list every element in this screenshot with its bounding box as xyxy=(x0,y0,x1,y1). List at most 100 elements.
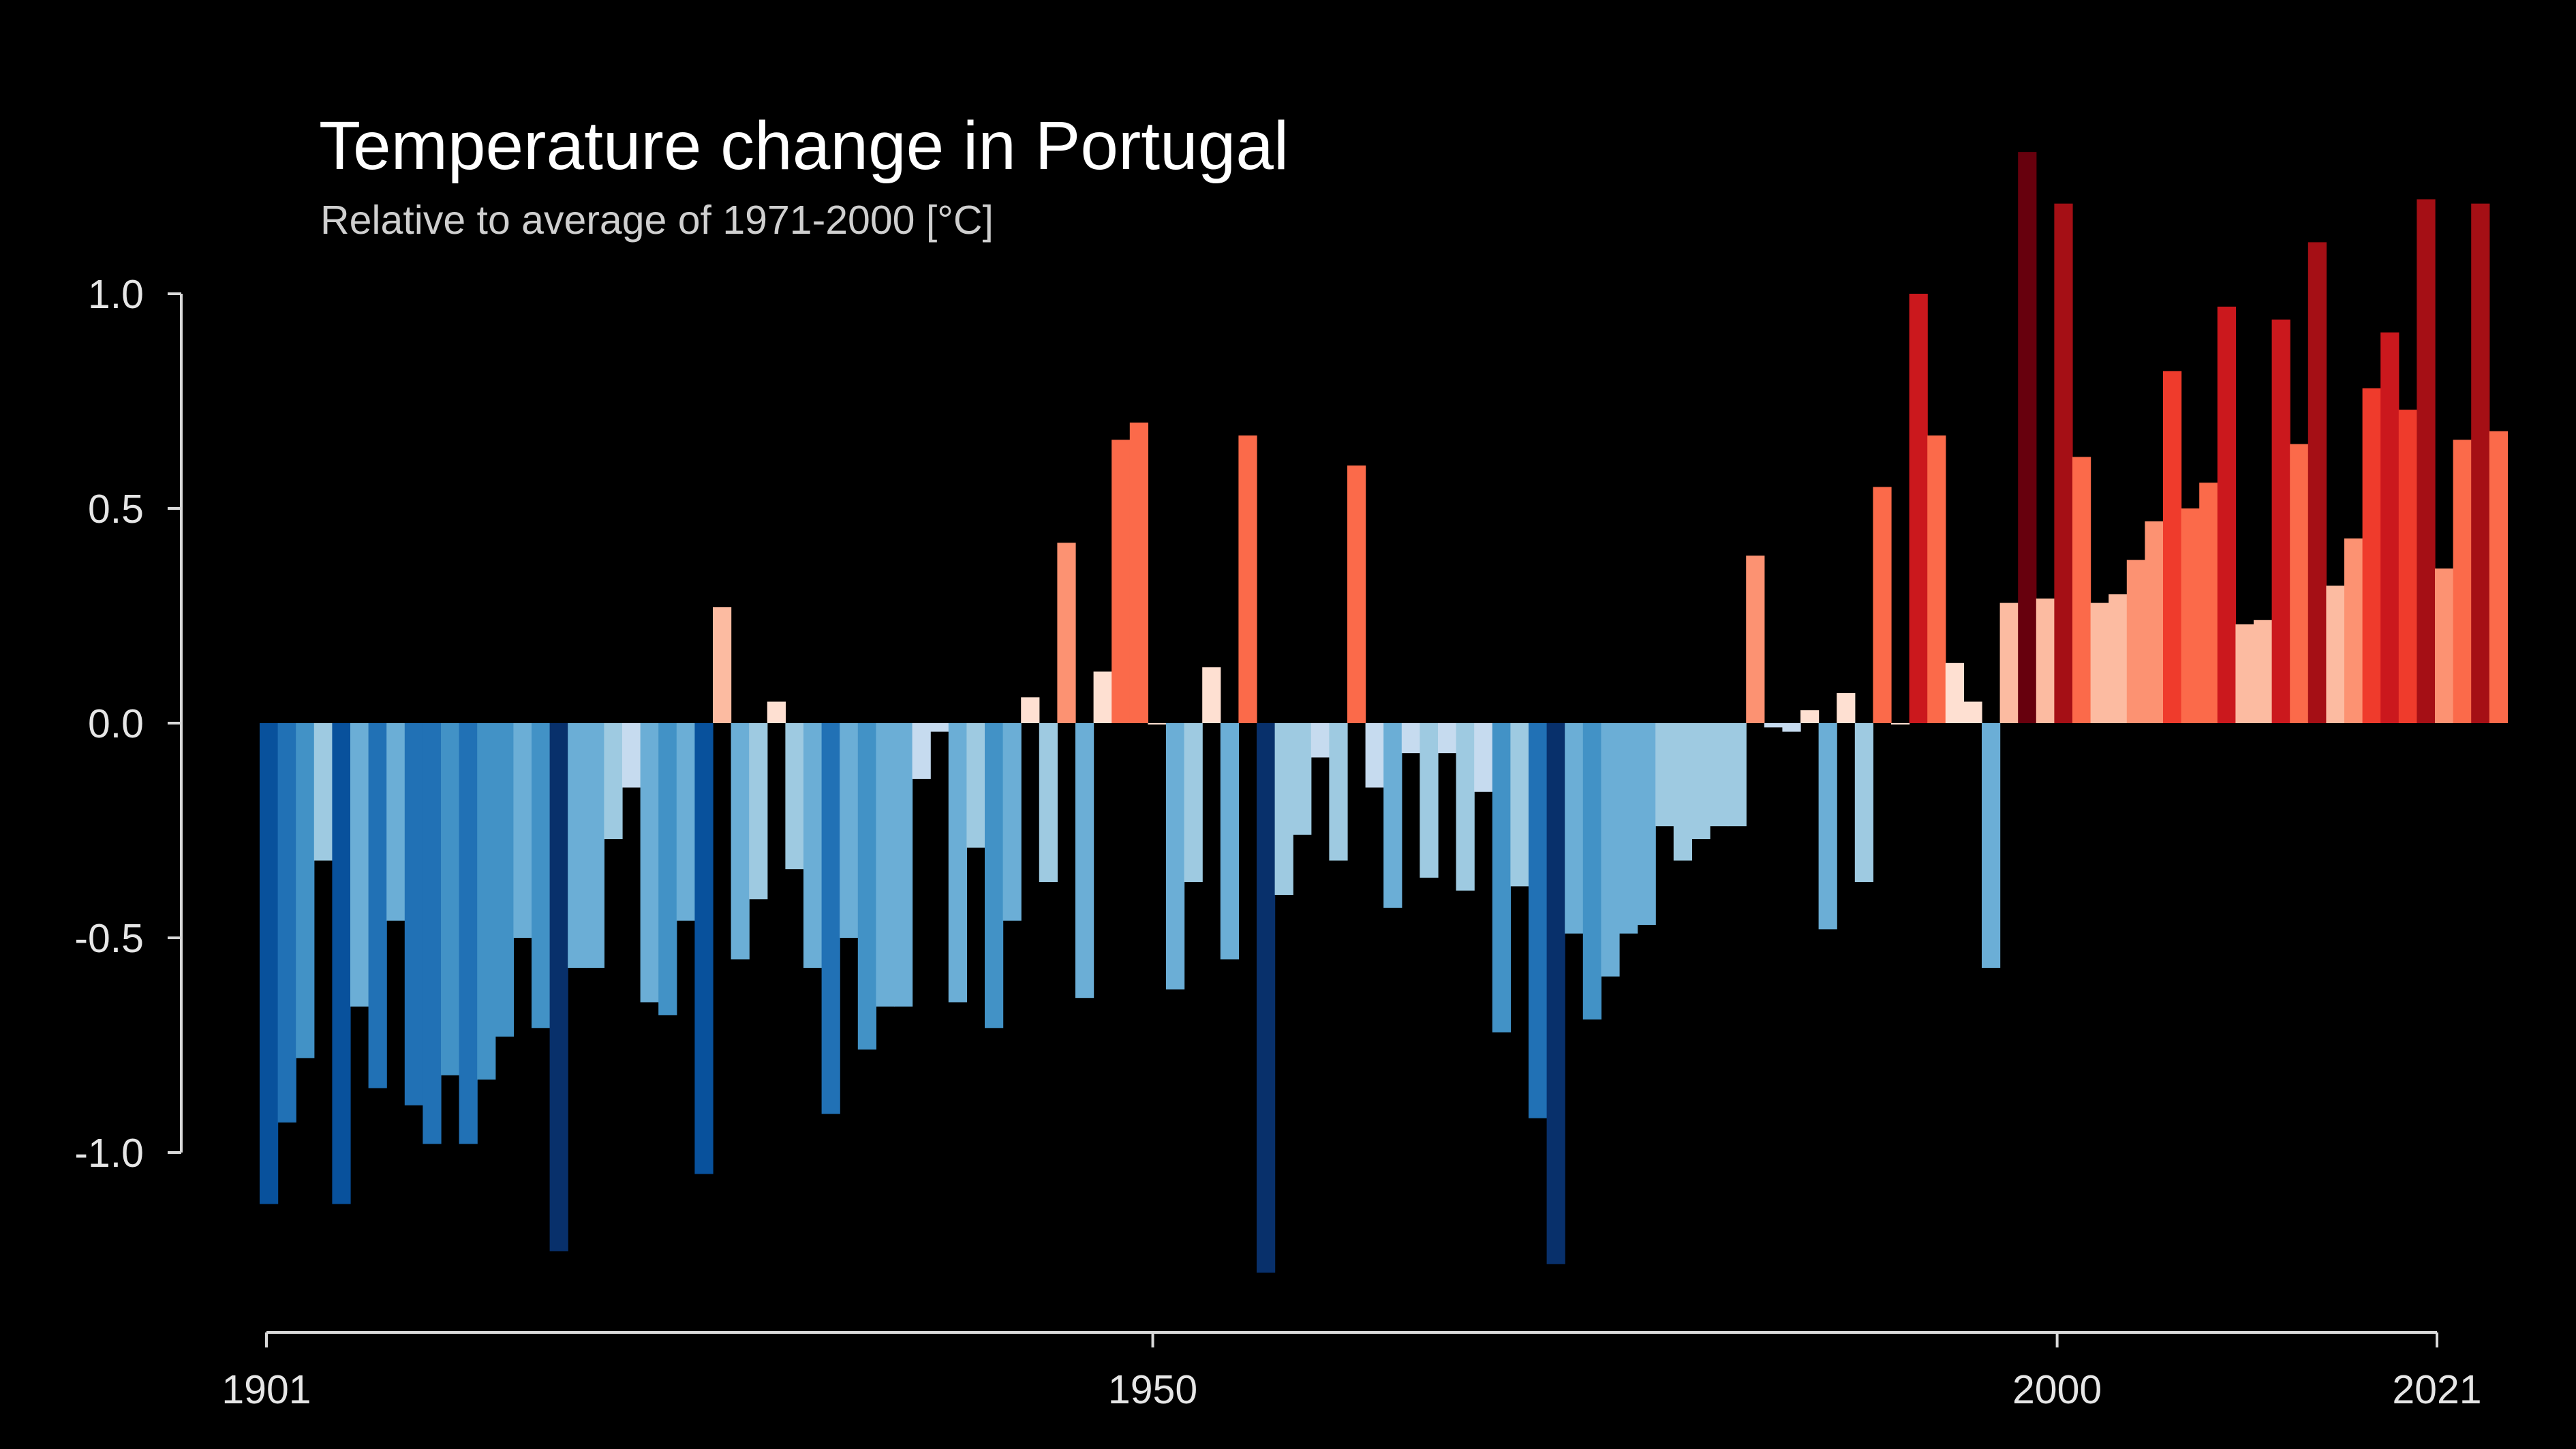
bar-1922 xyxy=(640,723,659,1003)
bar-1980 xyxy=(1691,723,1711,840)
bar-1958 xyxy=(1293,723,1312,835)
bar-1988 xyxy=(1837,692,1856,723)
bar-1920 xyxy=(604,723,623,840)
bar-1939 xyxy=(948,723,967,1003)
bars-layer xyxy=(260,152,2508,1273)
bar-1989 xyxy=(1854,723,1873,883)
bar-2011 xyxy=(2254,620,2273,723)
bar-1963 xyxy=(1383,723,1402,908)
bar-1944 xyxy=(1039,723,1058,883)
bar-1935 xyxy=(876,723,895,1007)
bar-1959 xyxy=(1310,723,1330,758)
bar-1914 xyxy=(495,723,514,1037)
bar-1956 xyxy=(1257,723,1276,1273)
bar-1929 xyxy=(767,701,786,723)
bar-1961 xyxy=(1347,466,1366,723)
bar-2019 xyxy=(2398,410,2417,723)
bar-1911 xyxy=(441,723,460,1076)
bar-1949 xyxy=(1129,423,1148,723)
bar-1936 xyxy=(894,723,913,1007)
bar-1938 xyxy=(930,723,949,732)
bar-1977 xyxy=(1637,723,1656,926)
bar-1957 xyxy=(1274,723,1293,895)
y-tick-label: -1.0 xyxy=(74,1131,144,1176)
bar-1990 xyxy=(1873,487,1892,723)
bar-1902 xyxy=(277,723,296,1123)
bar-1923 xyxy=(658,723,677,1016)
y-axis: 1.0 0.5 0.0 -0.5 -1.0 xyxy=(74,272,183,1176)
y-tick-label: -0.5 xyxy=(74,916,144,961)
bar-1972 xyxy=(1546,723,1565,1264)
bar-1945 xyxy=(1057,543,1076,723)
bar-1916 xyxy=(532,723,551,1028)
bar-2010 xyxy=(2235,624,2254,723)
bar-1913 xyxy=(477,723,496,1080)
bar-1951 xyxy=(1166,723,1185,990)
bar-1975 xyxy=(1601,723,1620,977)
bar-1930 xyxy=(785,723,804,870)
bar-1966 xyxy=(1438,723,1457,754)
bar-1968 xyxy=(1474,723,1493,792)
y-tick-label: 0.5 xyxy=(88,487,144,532)
bar-2000 xyxy=(2054,203,2073,723)
bar-1946 xyxy=(1075,723,1094,998)
bar-1994 xyxy=(1945,662,1964,723)
bar-2004 xyxy=(2126,560,2145,723)
chart-subtitle: Relative to average of 1971-2000 [°C] xyxy=(320,198,994,243)
chart-title: Temperature change in Portugal xyxy=(319,108,1289,184)
bar-2007 xyxy=(2181,508,2200,723)
bar-2013 xyxy=(2290,444,2309,723)
y-tick-label: 0.0 xyxy=(88,701,144,746)
bar-1950 xyxy=(1148,723,1167,724)
bar-1998 xyxy=(2018,152,2037,724)
bar-1934 xyxy=(857,723,876,1050)
x-tick-label: 1901 xyxy=(221,1367,311,1412)
bar-1910 xyxy=(423,723,442,1144)
bar-1987 xyxy=(1818,723,1837,930)
bar-1986 xyxy=(1800,710,1820,723)
bar-1909 xyxy=(404,723,423,1105)
bar-1904 xyxy=(313,723,333,861)
bar-2014 xyxy=(2307,242,2327,723)
bar-1924 xyxy=(676,723,695,921)
bar-1953 xyxy=(1202,667,1221,723)
bar-1970 xyxy=(1510,723,1529,887)
bar-2020 xyxy=(2417,199,2436,723)
bar-1917 xyxy=(549,723,568,1251)
bar-2005 xyxy=(2145,521,2164,723)
x-tick-label: 2021 xyxy=(2392,1367,2481,1412)
bar-1941 xyxy=(985,723,1004,1028)
bar-1906 xyxy=(350,723,369,1007)
bar-1964 xyxy=(1401,723,1420,754)
bar-1918 xyxy=(568,723,587,968)
bar-2017 xyxy=(2362,388,2381,723)
bar-1984 xyxy=(1764,723,1783,728)
bar-1979 xyxy=(1673,723,1692,861)
bar-1965 xyxy=(1420,723,1439,878)
bar-1915 xyxy=(513,723,532,938)
bar-1969 xyxy=(1492,723,1511,1033)
x-tick-label: 1950 xyxy=(1108,1367,1197,1412)
bar-1954 xyxy=(1220,723,1239,960)
bar-1962 xyxy=(1365,723,1384,788)
bar-1908 xyxy=(386,723,405,921)
bar-1999 xyxy=(2036,598,2055,723)
bar-1967 xyxy=(1456,723,1475,891)
bar-1937 xyxy=(912,723,931,779)
bar-1997 xyxy=(1999,603,2019,723)
bar-2002 xyxy=(2090,603,2109,723)
bar-1927 xyxy=(731,723,750,960)
bar-1907 xyxy=(368,723,387,1088)
bar-1960 xyxy=(1329,723,1348,861)
bar-1932 xyxy=(821,723,840,1114)
bar-1971 xyxy=(1529,723,1548,1118)
y-tick-label: 1.0 xyxy=(88,272,144,317)
bar-2008 xyxy=(2199,483,2218,723)
bar-2015 xyxy=(2326,585,2345,723)
bar-1982 xyxy=(1728,723,1747,827)
bar-1947 xyxy=(1093,671,1112,723)
bar-1933 xyxy=(840,723,859,938)
bar-1995 xyxy=(1963,701,1982,723)
bar-1940 xyxy=(966,723,985,848)
x-tick-label: 2000 xyxy=(2012,1367,2102,1412)
